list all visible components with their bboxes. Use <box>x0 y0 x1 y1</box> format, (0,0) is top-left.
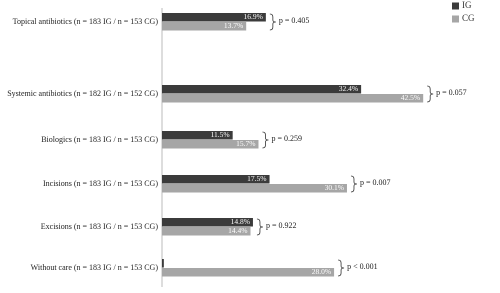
value-label: 32.4% <box>339 84 358 93</box>
bar <box>162 94 424 103</box>
value-label: 28.0% <box>312 267 331 276</box>
bar <box>162 131 233 140</box>
p-value: p = 0.057 <box>436 88 467 97</box>
bar <box>162 140 259 149</box>
brace <box>256 218 263 236</box>
y-tick-label: Without care (n = 183 IG / n = 153 CG) <box>31 263 159 272</box>
value-label: 11.5% <box>211 130 230 139</box>
bar <box>162 22 247 31</box>
bar <box>162 175 270 184</box>
value-label: 16.9% <box>243 12 262 21</box>
y-tick-label: Topical antibiotics (n = 183 IG / n = 15… <box>13 17 159 26</box>
value-label: 42.5% <box>401 93 420 102</box>
bar <box>162 13 266 22</box>
p-value: p = 0.922 <box>266 221 297 230</box>
value-label: 17.5% <box>247 174 266 183</box>
value-label: 14.8% <box>231 217 250 226</box>
p-value: p = 0.405 <box>279 16 310 25</box>
brace <box>338 259 345 277</box>
value-label: 15.7% <box>236 139 255 148</box>
legend-label: IG <box>462 0 472 10</box>
brace <box>269 13 276 31</box>
bar <box>162 227 251 236</box>
bar <box>162 85 362 94</box>
bar <box>162 218 253 227</box>
p-value: p = 0.259 <box>271 134 302 143</box>
value-label: 13.7% <box>224 21 243 30</box>
brace <box>262 131 269 149</box>
legend-swatch <box>452 2 459 10</box>
value-label: 30.1% <box>325 183 344 192</box>
y-tick-label: Excisions (n = 183 IG / n = 153 CG) <box>41 222 159 231</box>
p-value: p < 0.001 <box>347 262 378 271</box>
bar <box>162 259 164 268</box>
value-label: 14.4% <box>228 226 247 235</box>
brace <box>427 85 434 103</box>
y-tick-label: Systemic antibiotics (n = 182 IG / n = 1… <box>7 89 158 98</box>
brace <box>350 175 357 193</box>
y-tick-label: Incisions (n = 183 IG / n = 153 CG) <box>43 179 158 188</box>
bar <box>162 184 347 193</box>
y-tick-label: Biologics (n = 183 IG / n = 153 CG) <box>41 135 158 144</box>
legend-swatch <box>452 15 459 23</box>
legend-label: CG <box>462 13 475 23</box>
bar <box>162 268 335 277</box>
p-value: p = 0.007 <box>360 178 391 187</box>
